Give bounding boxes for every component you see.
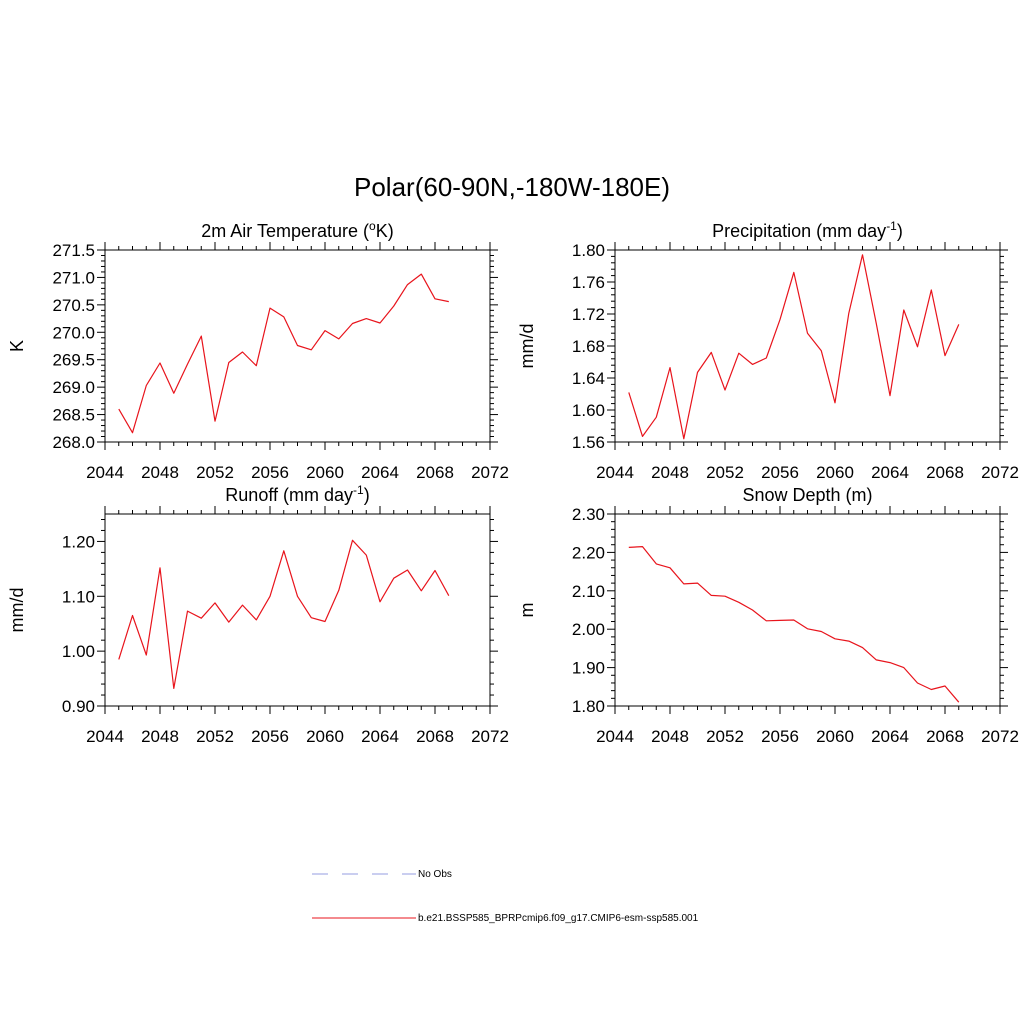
legend-obs-label: No Obs: [418, 869, 452, 880]
precipitation-y-tick-label: 1.64: [572, 369, 605, 388]
snow-depth-x-tick-label: 2056: [761, 727, 799, 746]
precipitation-x-tick-label: 2052: [706, 463, 744, 482]
precipitation-y-tick-label: 1.80: [572, 241, 605, 260]
runoff-x-tick-label: 2044: [86, 727, 124, 746]
precipitation-title-superscript: -1: [886, 219, 897, 233]
runoff-y-tick-label: 1.00: [62, 642, 95, 661]
temperature-x-tick-label: 2068: [416, 463, 454, 482]
runoff-panel-title: Runoff (mm day-1): [225, 483, 369, 505]
precipitation-x-tick-label: 2068: [926, 463, 964, 482]
temperature-y-tick-label: 269.5: [52, 351, 95, 370]
temperature-x-tick-label: 2064: [361, 463, 399, 482]
snow-depth-y-tick-label: 1.90: [572, 659, 605, 678]
precipitation-y-tick-label: 1.60: [572, 401, 605, 420]
runoff-x-tick-label: 2064: [361, 727, 399, 746]
temperature-y-tick-label: 269.0: [52, 378, 95, 397]
temperature-x-tick-label: 2072: [471, 463, 509, 482]
temperature-x-tick-label: 2052: [196, 463, 234, 482]
temperature-title-text: 2m Air Temperature (: [201, 221, 369, 241]
temperature-series-line: [118, 273, 449, 434]
precipitation-x-tick-label: 2064: [871, 463, 909, 482]
snow-depth-x-tick-label: 2068: [926, 727, 964, 746]
temperature-panel: 2m Air Temperature (oK) K 2044 2048 2052 2056…: [7, 219, 509, 482]
runoff-x-tick-label: 2052: [196, 727, 234, 746]
snow-depth-series-line: [628, 545, 960, 703]
runoff-series-line: [118, 539, 450, 690]
temperature-x-tick-label: 2056: [251, 463, 289, 482]
precipitation-series-line: [628, 254, 960, 440]
temperature-x-tick-label: 2060: [306, 463, 344, 482]
snow-depth-y-tick-label: 2.30: [572, 505, 605, 524]
snow-depth-x-tick-label: 2064: [871, 727, 909, 746]
runoff-y-tick-label: 0.90: [62, 697, 95, 716]
precipitation-title-end: ): [897, 221, 903, 241]
temperature-title-superscript: o: [369, 219, 376, 233]
snow-depth-y-tick-label: 2.10: [572, 582, 605, 601]
temperature-title-end: K): [376, 221, 394, 241]
snow-depth-y-tick-label: 2.20: [572, 543, 605, 562]
temperature-panel-title: 2m Air Temperature (oK): [201, 219, 393, 241]
runoff-panel: Runoff (mm day-1) mm/d 2044 2048 2052 2056 206…: [7, 483, 509, 746]
runoff-title-end: ): [364, 485, 370, 505]
snow-depth-x-tick-label: 2060: [816, 727, 854, 746]
snow-depth-panel: Snow Depth (m) m 2044 2048 2052 2056 2060 2064 2…: [517, 485, 1019, 746]
precipitation-x-tick-label: 2056: [761, 463, 799, 482]
snow-depth-x-tick-label: 2044: [596, 727, 634, 746]
temperature-y-tick-label: 270.0: [52, 323, 95, 342]
precipitation-y-tick-label: 1.72: [572, 305, 605, 324]
snow-depth-y-axis-label: m: [517, 603, 537, 618]
precipitation-x-tick-label: 2048: [651, 463, 689, 482]
snow-depth-title-text: Snow Depth (m): [742, 485, 872, 505]
snow-depth-x-tick-label: 2052: [706, 727, 744, 746]
precipitation-y-tick-label: 1.56: [572, 433, 605, 452]
panels: 2m Air Temperature (oK) K 2044 2048 2052 2056…: [7, 219, 1019, 746]
runoff-x-tick-label: 2060: [306, 727, 344, 746]
temperature-y-tick-label: 271.5: [52, 241, 95, 260]
temperature-x-tick-label: 2048: [141, 463, 179, 482]
runoff-x-tick-label: 2056: [251, 727, 289, 746]
precipitation-x-tick-label: 2044: [596, 463, 634, 482]
temperature-y-tick-label: 271.0: [52, 268, 95, 287]
snow-depth-y-tick-label: 1.80: [572, 697, 605, 716]
legend: No Obs b.e21.BSSP585_BPRPcmip6.f09_g17.C…: [312, 869, 699, 924]
precipitation-y-tick-label: 1.68: [572, 337, 605, 356]
temperature-y-tick-label: 268.5: [52, 406, 95, 425]
runoff-x-tick-label: 2068: [416, 727, 454, 746]
precipitation-x-tick-label: 2072: [981, 463, 1019, 482]
runoff-y-tick-label: 1.10: [62, 587, 95, 606]
runoff-title-superscript: -1: [353, 483, 364, 497]
precipitation-y-axis-label: mm/d: [517, 324, 537, 369]
temperature-x-tick-label: 2044: [86, 463, 124, 482]
runoff-x-tick-label: 2048: [141, 727, 179, 746]
snow-depth-y-tick-label: 2.00: [572, 620, 605, 639]
precipitation-panel-title: Precipitation (mm day-1): [712, 219, 903, 241]
precipitation-y-tick-label: 1.76: [572, 273, 605, 292]
runoff-title-text: Runoff (mm day: [225, 485, 353, 505]
runoff-x-tick-label: 2072: [471, 727, 509, 746]
legend-model-label: b.e21.BSSP585_BPRPcmip6.f09_g17.CMIP6-es…: [418, 913, 699, 924]
precipitation-panel: Precipitation (mm day-1) mm/d 2044 2048 2052…: [517, 219, 1019, 482]
precipitation-title-text: Precipitation (mm day: [712, 221, 886, 241]
temperature-y-tick-label: 270.5: [52, 296, 95, 315]
runoff-y-axis-label: mm/d: [7, 588, 27, 633]
snow-depth-panel-title: Snow Depth (m): [742, 485, 872, 505]
temperature-y-axis-label: K: [7, 340, 27, 352]
runoff-y-tick-label: 1.20: [62, 532, 95, 551]
snow-depth-x-tick-label: 2072: [981, 727, 1019, 746]
snow-depth-x-tick-label: 2048: [651, 727, 689, 746]
precipitation-x-tick-label: 2060: [816, 463, 854, 482]
temperature-y-tick-label: 268.0: [52, 433, 95, 452]
figure-title: Polar(60-90N,-180W-180E): [354, 172, 670, 202]
